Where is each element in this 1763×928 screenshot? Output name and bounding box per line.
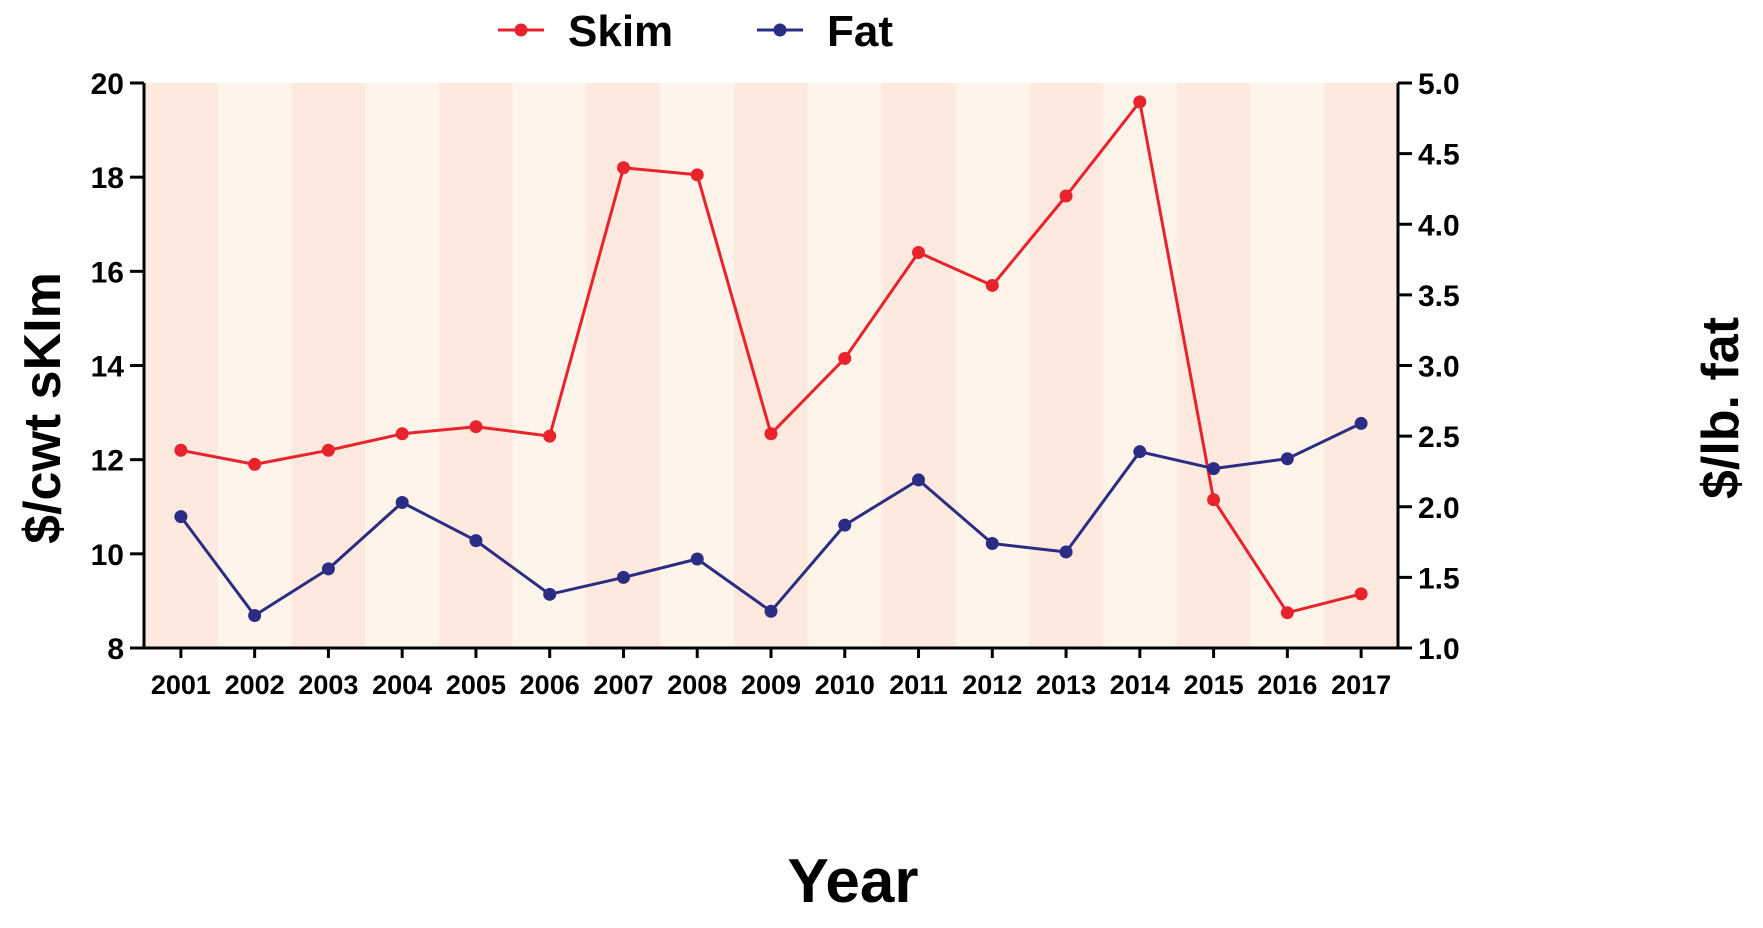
- x-tick-label: 2015: [1184, 670, 1244, 700]
- background-band: [1102, 83, 1177, 648]
- background-band: [365, 83, 440, 648]
- y-tick-label: 14: [91, 351, 125, 384]
- skim-point: [248, 457, 262, 471]
- background-band: [734, 83, 808, 648]
- y-axis-title: $/cwt sKIm: [14, 272, 72, 544]
- fat-legend-label: Fat: [827, 7, 893, 56]
- x-tick-label: 2013: [1036, 670, 1096, 700]
- fat-point: [395, 496, 409, 510]
- background-band: [439, 83, 513, 648]
- fat-point: [321, 562, 335, 576]
- y2-tick-label: 1.0: [1418, 633, 1460, 666]
- x-tick-label: 2008: [667, 670, 727, 700]
- axes: 8 10 12 14 16 18 20 1.0 1.5 2.0 2.5 3.0 3.5 4.0 4.5 5.0…: [91, 68, 1460, 700]
- fat-point: [912, 473, 926, 487]
- skim-point: [838, 351, 852, 365]
- skim-point: [395, 427, 409, 441]
- fat-legend-marker: [773, 23, 787, 37]
- x-tick-label: 2006: [520, 670, 580, 700]
- x-tick-label: 2014: [1110, 670, 1170, 700]
- skim-point: [616, 161, 630, 175]
- y2-tick-label: 3.5: [1418, 280, 1460, 313]
- x-tick-label: 2001: [151, 670, 211, 700]
- background-band: [807, 83, 882, 648]
- skim-point: [912, 246, 926, 259]
- x-tick-label: 2012: [962, 670, 1022, 700]
- background-band: [955, 83, 1030, 648]
- skim-legend-label: Skim: [568, 7, 673, 56]
- fat-point: [543, 587, 557, 601]
- y2-tick-label: 1.5: [1418, 562, 1460, 595]
- y-tick-label: 16: [91, 256, 124, 289]
- y-tick-label: 18: [91, 162, 124, 195]
- y-tick-label: 10: [91, 539, 124, 572]
- y2-axis-title: $/lb. fat: [1692, 317, 1750, 499]
- skim-point: [690, 168, 704, 182]
- x-tick-label: 2016: [1257, 670, 1317, 700]
- skim-point: [985, 278, 999, 292]
- x-axis-title: Year: [787, 847, 918, 916]
- background-band: [586, 83, 661, 648]
- fat-point: [1280, 452, 1294, 466]
- fat-point: [1207, 462, 1221, 476]
- fat-point: [764, 604, 778, 618]
- legend: Skim Fat: [498, 7, 893, 56]
- fat-point: [838, 518, 852, 532]
- x-tick-label: 2004: [372, 670, 432, 700]
- y2-tick-label: 5.0: [1418, 68, 1460, 101]
- skim-point: [1133, 95, 1147, 109]
- y-tick-label: 12: [91, 445, 124, 478]
- fat-point: [248, 609, 262, 623]
- fat-point: [174, 510, 188, 524]
- y2-tick-label: 4.5: [1418, 139, 1460, 172]
- x-tick-label: 2007: [593, 670, 653, 700]
- y-tick-label: 8: [107, 633, 124, 666]
- skim-point: [321, 443, 335, 457]
- skim-point: [764, 427, 778, 441]
- background-band: [881, 83, 956, 648]
- skim-point: [543, 429, 557, 443]
- y-tick-label: 20: [91, 68, 124, 101]
- background-band: [1324, 83, 1398, 648]
- x-tick-label: 2005: [446, 670, 506, 700]
- x-tick-label: 2002: [225, 670, 285, 700]
- x-tick-label: 2003: [298, 670, 358, 700]
- series-layer: [174, 95, 1368, 623]
- skim-point: [469, 420, 483, 434]
- background-band: [1029, 83, 1103, 648]
- skim-point: [1207, 493, 1221, 507]
- fat-point: [616, 570, 630, 584]
- x-tick-label: 2010: [815, 670, 875, 700]
- background-band: [291, 83, 366, 648]
- fat-point: [1133, 445, 1147, 459]
- y2-tick-label: 2.5: [1418, 421, 1460, 454]
- y2-tick-label: 4.0: [1418, 209, 1460, 242]
- background-band: [217, 83, 292, 648]
- fat-point: [985, 536, 999, 550]
- fat-point: [690, 552, 704, 566]
- y2-tick-label: 2.0: [1418, 492, 1460, 525]
- skim-point: [1280, 606, 1294, 620]
- skim-legend-marker: [514, 23, 528, 37]
- background-band: [512, 83, 587, 648]
- x-tick-label: 2017: [1331, 670, 1391, 700]
- skim-point: [174, 443, 188, 457]
- background-band: [144, 83, 218, 648]
- fat-point: [1354, 416, 1368, 430]
- fat-point: [469, 534, 483, 548]
- x-tick-label: 2009: [741, 670, 801, 700]
- background-band: [1250, 83, 1325, 648]
- x-tick-label: 2011: [889, 670, 948, 700]
- skim-point: [1354, 587, 1368, 601]
- y2-tick-label: 3.0: [1418, 351, 1460, 384]
- skim-point: [1059, 189, 1073, 203]
- fat-point: [1059, 545, 1073, 559]
- background-bands: [144, 83, 1398, 648]
